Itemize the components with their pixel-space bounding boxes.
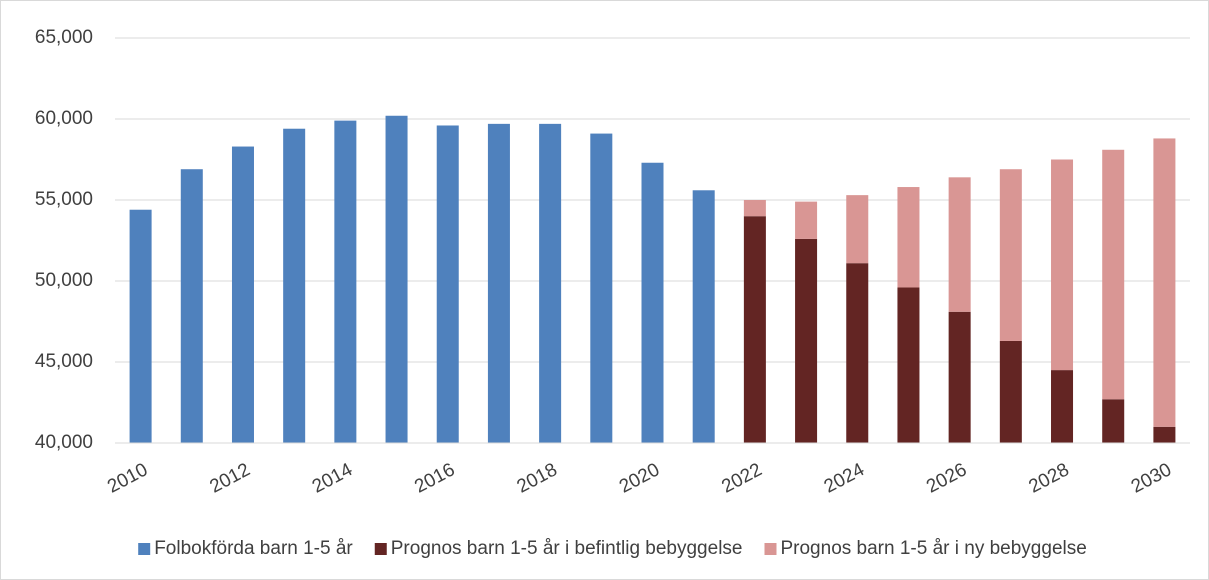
legend-label: Folbokförda barn 1-5 år — [154, 538, 353, 559]
bar — [180, 169, 203, 443]
bar — [590, 133, 613, 443]
bar — [1153, 426, 1176, 443]
bar — [1102, 399, 1125, 443]
bar — [948, 311, 971, 443]
bar — [743, 200, 766, 217]
bar — [897, 187, 920, 288]
bar — [1051, 159, 1074, 371]
legend-swatch — [374, 543, 387, 555]
bar — [743, 216, 766, 443]
y-tick-label: 40,000 — [35, 432, 93, 453]
bar — [436, 125, 459, 443]
bar — [846, 195, 869, 264]
y-tick-label: 55,000 — [35, 189, 93, 210]
bar — [948, 177, 971, 312]
legend-label: Prognos barn 1-5 år i ny bebyggelse — [780, 538, 1086, 559]
bar — [129, 209, 152, 443]
bar — [846, 263, 869, 443]
bar — [999, 340, 1022, 443]
bar — [897, 287, 920, 443]
legend: Folbokförda barn 1-5 år Prognos barn 1-5 … — [138, 538, 1087, 559]
bar — [231, 146, 254, 444]
bar — [1153, 138, 1176, 427]
legend-swatch — [138, 543, 151, 555]
bar — [795, 238, 818, 443]
legend-swatch — [764, 543, 777, 555]
bar — [487, 123, 510, 444]
bar — [1051, 370, 1074, 443]
y-tick-label: 45,000 — [35, 351, 93, 372]
bar — [334, 120, 357, 444]
bar — [283, 128, 306, 443]
y-tick-label: 65,000 — [35, 27, 93, 48]
y-tick-label: 60,000 — [35, 108, 93, 129]
bar — [692, 190, 715, 443]
y-tick-label: 50,000 — [35, 270, 93, 291]
bar — [1102, 149, 1125, 400]
bar — [795, 201, 818, 239]
bar — [539, 123, 562, 444]
bar — [385, 115, 408, 443]
bar — [641, 162, 664, 444]
legend-label: Prognos barn 1-5 år i befintlig bebyggel… — [391, 538, 743, 559]
bar — [999, 169, 1022, 341]
